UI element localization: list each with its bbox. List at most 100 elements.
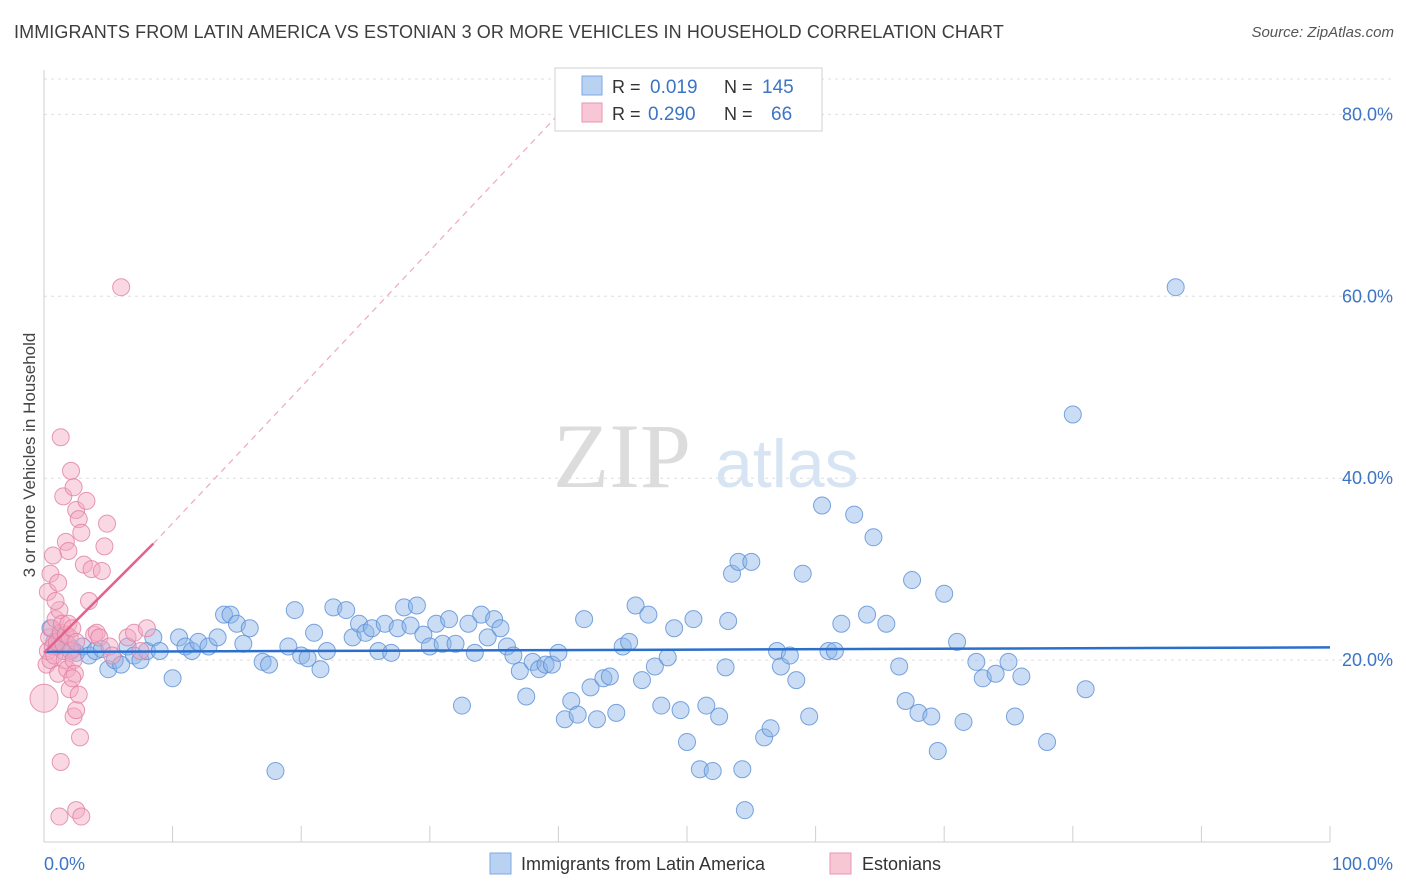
point-0-37 [285, 601, 304, 620]
point-1-35 [64, 478, 83, 497]
stats-r-label-2: R = [612, 104, 641, 124]
point-0-86 [607, 703, 626, 722]
point-1-33 [59, 541, 78, 560]
point-1-50 [103, 646, 122, 665]
y-tick-label-1: 40.0% [1342, 468, 1393, 488]
point-0-140 [1012, 667, 1031, 686]
point-0-34 [260, 655, 279, 674]
point-0-117 [800, 707, 819, 726]
point-0-88 [620, 632, 639, 651]
gridlines: 20.0% 40.0% 60.0% 80.0% [44, 78, 1393, 670]
bottom-legend: Immigrants from Latin America Estonians [489, 852, 941, 875]
trend-extension [152, 113, 559, 545]
point-0-130 [922, 707, 941, 726]
x-tick-label-left: 0.0% [44, 854, 85, 874]
point-1-13 [53, 614, 72, 633]
point-0-137 [986, 664, 1005, 683]
point-1-31 [54, 487, 73, 506]
point-1-60 [71, 728, 90, 747]
point-1-34 [62, 461, 81, 480]
watermark-zip: ZIP [553, 405, 691, 507]
point-0-126 [890, 657, 909, 676]
point-0-131 [928, 742, 947, 761]
point-0-138 [999, 652, 1018, 671]
point-1-51 [112, 278, 131, 297]
point-1-65 [63, 669, 82, 688]
point-1-24 [67, 632, 86, 651]
point-0-40 [305, 623, 324, 642]
point-0-101 [703, 762, 722, 781]
point-0-75 [536, 655, 555, 674]
y-tick-label-2: 60.0% [1342, 286, 1393, 306]
watermark-atlas: atlas [715, 426, 859, 502]
point-1-52 [118, 628, 137, 647]
series-0 [41, 278, 1185, 820]
series-1 [29, 278, 156, 826]
point-0-85 [600, 667, 619, 686]
point-0-100 [697, 696, 716, 715]
point-0-31 [234, 634, 253, 653]
stats-n-label-1: N = [724, 77, 753, 97]
point-0-83 [587, 710, 606, 729]
point-1-47 [95, 537, 114, 556]
point-0-134 [954, 712, 973, 731]
point-1-29 [49, 573, 68, 592]
point-0-81 [575, 610, 594, 629]
legend-label-latin-america: Immigrants from Latin America [521, 854, 766, 874]
point-1-26 [41, 564, 60, 583]
point-0-102 [710, 707, 729, 726]
point-0-63 [459, 614, 478, 633]
point-0-77 [549, 643, 568, 662]
point-0-64 [465, 643, 484, 662]
point-0-14 [112, 655, 131, 674]
stats-r-value-2: 0.290 [648, 104, 696, 125]
stats-n-value-2: 66 [771, 104, 792, 125]
point-0-59 [433, 634, 452, 653]
point-0-21 [163, 669, 182, 688]
legend-label-estonians: Estonians [862, 854, 941, 874]
trend-extension-estonians [152, 113, 559, 545]
point-0-122 [845, 505, 864, 524]
point-0-27 [208, 628, 227, 647]
point-0-54 [401, 616, 420, 635]
point-1-64 [72, 807, 91, 826]
stats-r-value-1: 0.019 [650, 77, 698, 98]
point-0-68 [491, 619, 510, 638]
point-1-21 [63, 619, 82, 638]
point-0-89 [626, 596, 645, 615]
point-1-55 [137, 619, 156, 638]
point-1-56 [60, 680, 79, 699]
point-1-28 [46, 591, 65, 610]
point-0-128 [903, 571, 922, 590]
point-0-120 [825, 642, 844, 660]
point-1-61 [51, 752, 70, 771]
point-1-45 [90, 628, 109, 647]
point-0-51 [382, 643, 401, 662]
x-tick-label-right: 100.0% [1332, 854, 1393, 874]
stats-legend: R = 0.019 N = 145 R = 0.290 N = 66 [554, 67, 823, 132]
trend-lines [43, 542, 1331, 654]
point-0-84 [594, 669, 613, 688]
point-0-141 [1038, 732, 1057, 751]
source-credit: Source: ZipAtlas.com [1251, 24, 1394, 41]
point-0-139 [1005, 707, 1024, 726]
stats-r-label-1: R = [612, 77, 641, 97]
point-0-29 [221, 605, 240, 624]
point-0-121 [832, 614, 851, 633]
point-0-71 [510, 662, 529, 681]
point-0-32 [240, 619, 259, 638]
point-0-98 [684, 610, 703, 629]
point-1-30 [51, 428, 70, 447]
point-0-143 [1076, 680, 1095, 699]
point-0-56 [414, 625, 433, 644]
data-points [29, 278, 1185, 826]
point-0-41 [311, 660, 330, 679]
watermark: ZIP atlas [553, 405, 859, 507]
point-0-55 [407, 596, 426, 615]
point-0-111 [761, 719, 780, 738]
point-0-133 [948, 632, 967, 651]
point-0-115 [787, 671, 806, 690]
point-0-72 [517, 687, 536, 706]
point-0-105 [723, 564, 742, 583]
stats-swatch-blue [581, 75, 603, 96]
